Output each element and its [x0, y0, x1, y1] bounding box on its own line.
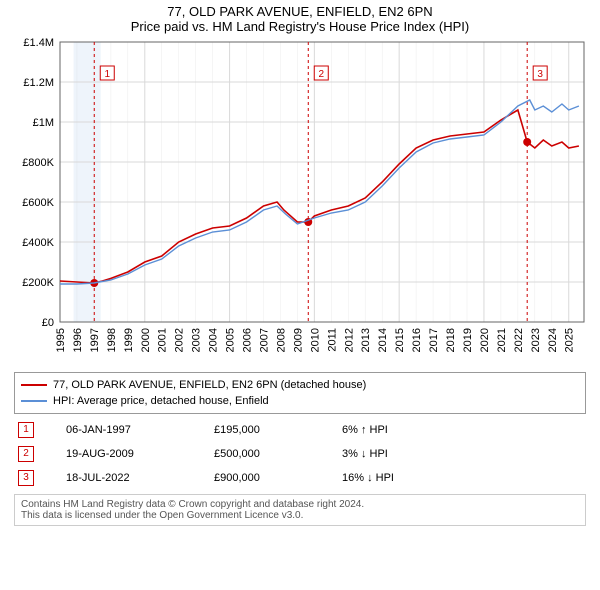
event-delta: 16% ↓ HPI [338, 466, 586, 490]
event-price: £195,000 [210, 418, 338, 442]
x-tick-label: 2005 [225, 328, 237, 352]
event-date: 18-JUL-2022 [62, 466, 210, 490]
x-tick-label: 1995 [55, 328, 67, 352]
x-tick-label: 2018 [445, 328, 457, 352]
event-delta: 6% ↑ HPI [338, 418, 586, 442]
event-price: £500,000 [210, 442, 338, 466]
x-tick-label: 1998 [106, 328, 118, 352]
footer-line-1: Contains HM Land Registry data © Crown c… [21, 499, 579, 510]
x-tick-label: 2001 [157, 328, 169, 352]
x-tick-label: 2004 [208, 328, 220, 352]
y-tick-label: £400K [22, 237, 54, 249]
y-tick-label: £600K [22, 197, 54, 209]
x-tick-label: 2006 [242, 328, 254, 352]
x-tick-label: 2016 [411, 328, 423, 352]
x-tick-label: 2024 [547, 328, 559, 352]
x-tick-label: 2022 [513, 328, 525, 352]
x-tick-label: 2000 [140, 328, 152, 352]
x-tick-label: 2007 [258, 328, 270, 352]
y-tick-label: £200K [22, 277, 54, 289]
x-tick-label: 2009 [292, 328, 304, 352]
legend: 77, OLD PARK AVENUE, ENFIELD, EN2 6PN (d… [14, 372, 586, 414]
event-id-box: 3 [18, 470, 34, 486]
legend-label: HPI: Average price, detached house, Enfi… [53, 393, 269, 409]
x-tick-label: 2013 [360, 328, 372, 352]
price-chart: £0 £200K £400K £600K £800K £1M £1.2M £1.4M 1995 1… [10, 36, 590, 366]
x-tick-label: 2014 [377, 328, 389, 352]
event-delta: 3% ↓ HPI [338, 442, 586, 466]
x-tick-label: 2011 [326, 328, 338, 352]
legend-item: HPI: Average price, detached house, Enfi… [21, 393, 579, 409]
event-price: £900,000 [210, 466, 338, 490]
event-date: 19-AUG-2009 [62, 442, 210, 466]
legend-swatch [21, 400, 47, 402]
x-tick-label: 2017 [428, 328, 440, 352]
page-subtitle: Price paid vs. HM Land Registry's House … [0, 19, 600, 36]
page-title: 77, OLD PARK AVENUE, ENFIELD, EN2 6PN [0, 0, 600, 19]
event-marker-label: 3 [537, 69, 543, 80]
table-row: 2 19-AUG-2009£500,0003% ↓ HPI [14, 442, 586, 466]
x-tick-label: 2002 [174, 328, 186, 352]
x-tick-label: 2008 [275, 328, 287, 352]
footer-note: Contains HM Land Registry data © Crown c… [14, 494, 586, 526]
x-tick-label: 2019 [462, 328, 474, 352]
y-tick-label: £1M [33, 117, 54, 129]
y-tick-label: £800K [22, 157, 54, 169]
legend-label: 77, OLD PARK AVENUE, ENFIELD, EN2 6PN (d… [53, 377, 366, 393]
y-tick-label: £1.2M [23, 77, 54, 89]
x-tick-label: 2003 [191, 328, 203, 352]
legend-swatch [21, 384, 47, 386]
legend-item: 77, OLD PARK AVENUE, ENFIELD, EN2 6PN (d… [21, 377, 579, 393]
y-tick-label: £1.4M [23, 37, 54, 49]
event-date: 06-JAN-1997 [62, 418, 210, 442]
event-id-box: 1 [18, 422, 34, 438]
x-tick-label: 2020 [479, 328, 491, 352]
x-tick-label: 2023 [530, 328, 542, 352]
x-tick-label: 2015 [394, 328, 406, 352]
x-tick-label: 2012 [343, 328, 355, 352]
events-table: 1 06-JAN-1997£195,0006% ↑ HPI 2 19-AUG-2009… [14, 418, 586, 490]
footer-line-2: This data is licensed under the Open Gov… [21, 510, 579, 521]
x-tick-label: 1996 [72, 328, 84, 352]
x-tick-label: 2021 [496, 328, 508, 352]
event-marker-label: 1 [104, 69, 110, 80]
x-tick-label: 1999 [123, 328, 135, 352]
event-marker-label: 2 [318, 69, 324, 80]
x-tick-label: 2010 [309, 328, 321, 352]
x-tick-label: 1997 [89, 328, 101, 352]
table-row: 3 18-JUL-2022£900,00016% ↓ HPI [14, 466, 586, 490]
event-id-box: 2 [18, 446, 34, 462]
table-row: 1 06-JAN-1997£195,0006% ↑ HPI [14, 418, 586, 442]
y-tick-label: £0 [42, 317, 54, 329]
x-tick-label: 2025 [564, 328, 576, 352]
